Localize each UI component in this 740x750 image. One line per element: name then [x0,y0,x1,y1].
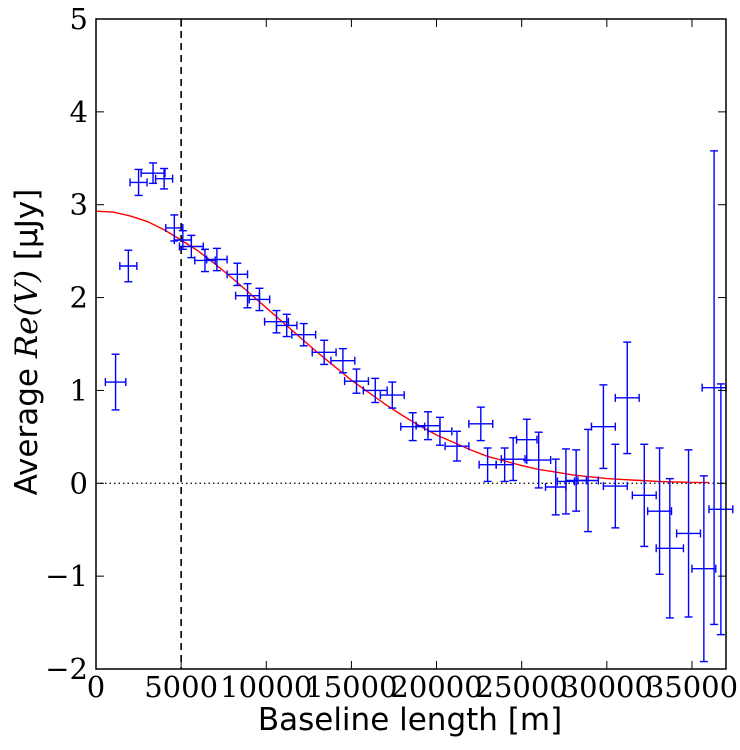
data-point [701,150,727,626]
data-point [631,443,657,548]
data-point [577,428,599,533]
data-point [379,381,405,409]
data-point [330,347,356,374]
x-tick-label: 5000 [144,670,218,704]
x-tick-label: 30000 [561,670,653,704]
x-tick-label: 35000 [646,670,738,704]
data-point [708,383,734,636]
y-tick-label: 4 [70,95,88,129]
data-point [444,430,470,462]
y-tick-label: 3 [70,188,88,222]
plot-frame [95,18,727,670]
y-tick-label: 0 [70,466,88,500]
data-point [646,447,673,575]
data-point [343,368,370,394]
data-point [119,249,138,283]
data-point [515,418,538,461]
data-point [478,447,497,483]
data-point [495,447,514,483]
data-point [675,449,702,618]
y-axis-label-suffix: [µJy] [9,189,45,270]
data-point [655,477,685,619]
data-point [104,353,127,411]
data-point [500,437,526,482]
data-point [205,247,228,272]
data-point [311,339,337,366]
y-tick-label: 1 [70,373,88,407]
data-point [194,248,216,273]
y-tick-label: −1 [45,559,88,593]
data-point [226,262,249,287]
x-tick-label: 15000 [305,670,397,704]
x-tick-label: 25000 [476,670,568,704]
data-point [614,341,640,455]
x-axis-label: Baseline length [m] [258,702,562,738]
data-point [526,431,552,489]
y-axis-label: Average Re(V) [µJy] [9,189,45,496]
data-point [468,406,494,442]
data-point [234,282,261,309]
x-tick-label: 0 [87,670,105,704]
data-point [154,167,174,190]
fit-curve [95,210,710,484]
x-tick-label: 20000 [390,670,482,704]
x-tick-label: 10000 [220,670,312,704]
data-point [275,313,298,338]
y-axis-label-math: Re(V) [9,270,45,359]
data-point [602,443,628,529]
y-axis-label-prefix: Average [9,358,45,495]
data-point [590,384,617,470]
y-tick-label: 5 [70,2,88,36]
y-tick-label: −2 [45,652,88,686]
data-point [140,162,166,185]
y-tick-label: 2 [70,281,88,315]
data-point [400,412,426,442]
data-point [544,458,567,516]
data-point [362,377,388,404]
data-point [427,416,453,446]
data-point [691,475,717,663]
data-point [248,287,271,312]
data-point [291,322,317,347]
